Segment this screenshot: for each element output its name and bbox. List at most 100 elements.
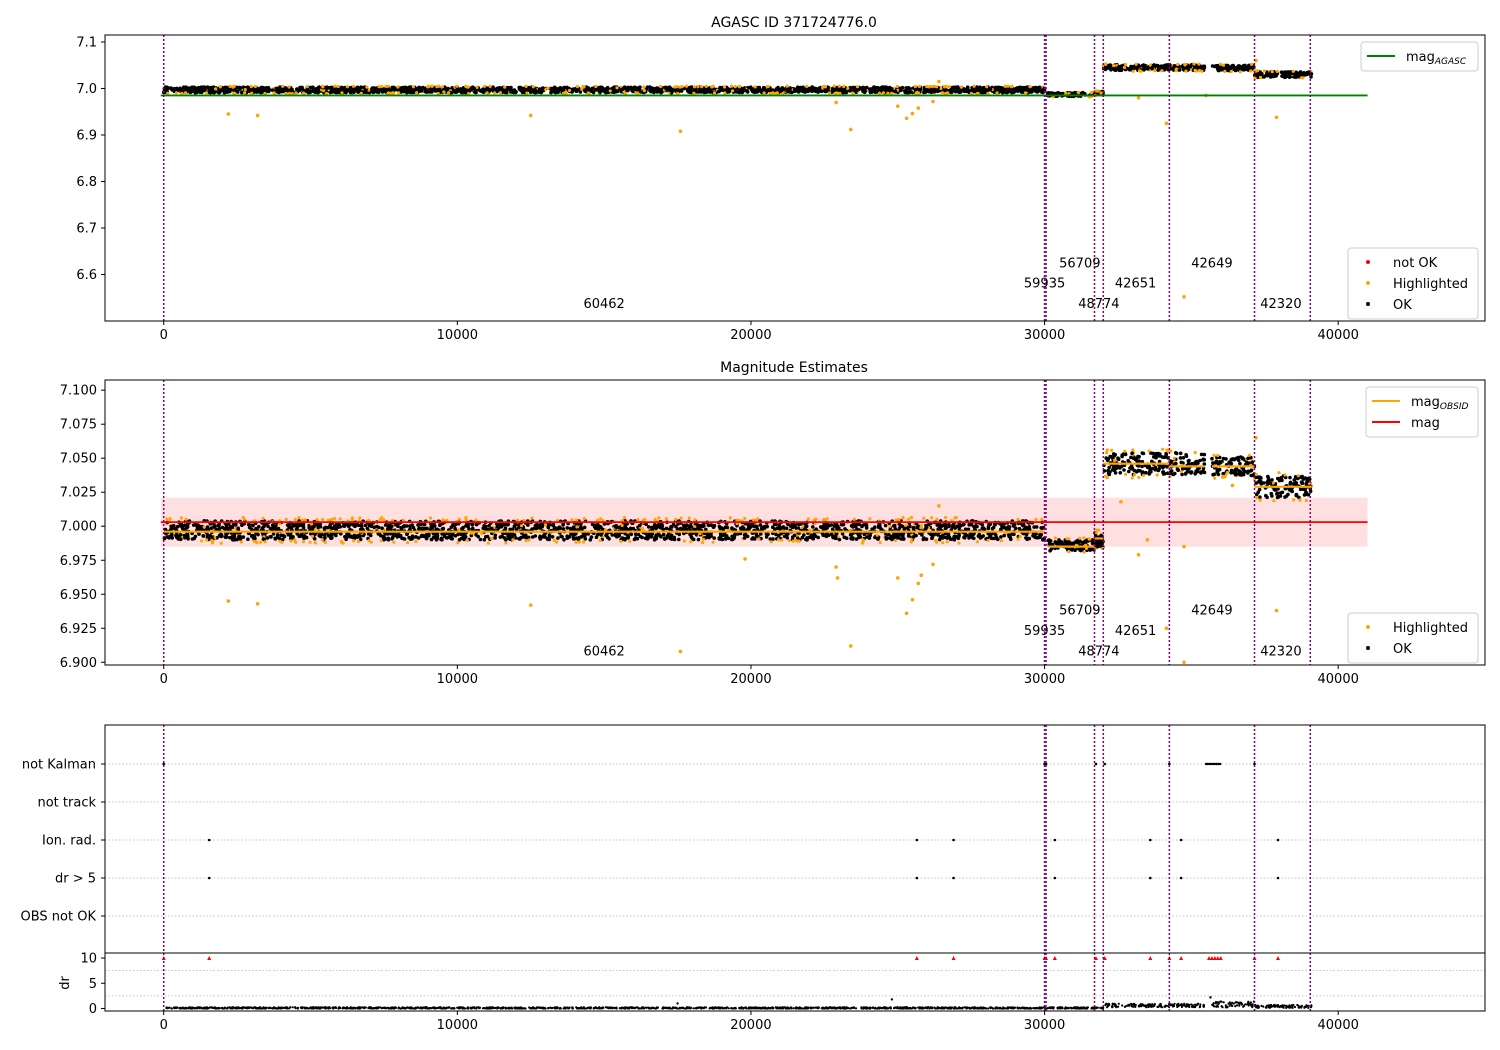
p2-ok-point bbox=[514, 536, 518, 540]
p1-highlighted-point bbox=[940, 91, 945, 95]
p2-ok-point bbox=[232, 538, 237, 542]
p1-highlighted-point bbox=[351, 84, 355, 88]
p1-highlighted-point bbox=[1136, 95, 1141, 100]
p2-ok-point bbox=[533, 523, 538, 528]
p1-highlighted-point bbox=[1176, 62, 1180, 67]
p2-ok-point bbox=[946, 532, 951, 536]
p1-highlighted-point bbox=[430, 84, 434, 88]
p1-ok-point bbox=[363, 89, 367, 94]
p1-highlighted-point bbox=[931, 99, 935, 104]
p2-highlighted-point bbox=[486, 541, 490, 545]
p1-legend-dot-swatch bbox=[1366, 260, 1370, 264]
p1-highlighted-point bbox=[447, 91, 451, 95]
p1-ok-point bbox=[687, 88, 692, 92]
p2-ok-point bbox=[638, 523, 642, 528]
p2-highlighted-point bbox=[300, 518, 304, 522]
p1-highlighted-point bbox=[488, 84, 492, 88]
p2-highlighted-point bbox=[897, 518, 901, 522]
p2-highlighted-point bbox=[301, 540, 306, 544]
p1-highlighted-point bbox=[386, 91, 390, 95]
p2-highlighted-point bbox=[643, 517, 647, 521]
p2-ok-point bbox=[559, 534, 563, 539]
p2-ok-point bbox=[592, 524, 597, 529]
p2-ok-point bbox=[1007, 525, 1012, 529]
p1-highlighted-point bbox=[945, 91, 950, 95]
p2-ok-point bbox=[538, 534, 542, 539]
p2-highlighted-point bbox=[814, 517, 818, 521]
p2-highlighted-point bbox=[641, 526, 645, 531]
p1-highlighted-point bbox=[250, 91, 254, 95]
p2-ok-point bbox=[512, 524, 517, 528]
p2-ok-point bbox=[178, 537, 183, 542]
p1-ok-point bbox=[1109, 68, 1113, 72]
p1-ok-point bbox=[310, 85, 315, 90]
p2-ok-point bbox=[762, 526, 767, 530]
p1-ok-point bbox=[667, 88, 672, 92]
p2-highlighted-point bbox=[574, 540, 578, 544]
p2-ok-point bbox=[605, 535, 610, 539]
p2-ok-point bbox=[1024, 532, 1029, 537]
p2-ok-point bbox=[771, 525, 775, 529]
p1-ok-point bbox=[266, 89, 271, 94]
p1-ok-point bbox=[1127, 67, 1131, 71]
p1-ok-point bbox=[979, 87, 983, 92]
p1-ok-point bbox=[844, 89, 849, 94]
p1-highlighted-point bbox=[1291, 69, 1295, 73]
p2-highlighted-point bbox=[406, 541, 410, 545]
p1-ok-point bbox=[495, 86, 500, 91]
p1-ok-point bbox=[785, 88, 789, 92]
p1-highlighted-point bbox=[503, 85, 507, 89]
p1-ok-point bbox=[745, 89, 749, 93]
p1-highlighted-point bbox=[232, 84, 236, 88]
p2-ok-point bbox=[738, 526, 743, 531]
p2-ok-point bbox=[750, 537, 754, 541]
p2-ok-point bbox=[539, 522, 543, 527]
p2-ok-point bbox=[792, 533, 797, 538]
p2-ok-point bbox=[434, 535, 438, 540]
p2-highlighted-point bbox=[953, 516, 957, 520]
p2-ok-point bbox=[493, 536, 497, 540]
p2-ok-point bbox=[674, 524, 678, 529]
p1-highlighted-point bbox=[1258, 75, 1263, 79]
p1-ok-point bbox=[598, 90, 602, 94]
p2-ok-point bbox=[656, 525, 661, 529]
p2-ok-point bbox=[1039, 526, 1043, 530]
p1-highlighted-point bbox=[389, 91, 393, 95]
p2-ok-point bbox=[654, 534, 659, 538]
p2-ok-point bbox=[279, 533, 283, 537]
p1-ok-point bbox=[1216, 65, 1220, 69]
p1-highlighted-point bbox=[1274, 115, 1279, 120]
p2-ok-point bbox=[377, 532, 382, 537]
p2-ok-point bbox=[568, 526, 573, 531]
p2-ok-point bbox=[511, 532, 515, 537]
p2-highlighted-point bbox=[340, 540, 344, 544]
p1-highlighted-point bbox=[180, 91, 184, 95]
p1-ok-point bbox=[1031, 86, 1036, 90]
p1-ok-point bbox=[552, 90, 557, 94]
p2-ok-point bbox=[1024, 536, 1028, 540]
p1-ok-point bbox=[329, 87, 334, 92]
p2-ok-point bbox=[731, 535, 736, 540]
p1-highlighted-point bbox=[1076, 90, 1080, 94]
p2-highlighted-point bbox=[297, 516, 301, 520]
p2-ok-point bbox=[316, 525, 321, 530]
p1-highlighted-point bbox=[937, 79, 941, 84]
p2-ok-point bbox=[572, 525, 576, 529]
p2-highlighted-point bbox=[674, 517, 678, 522]
p2-ok-point bbox=[902, 526, 907, 531]
p1-highlighted-point bbox=[493, 91, 497, 95]
p1-ok-point bbox=[852, 86, 856, 91]
p2-ok-point bbox=[552, 526, 557, 531]
p2-ok-point bbox=[901, 537, 906, 541]
p2-highlighted-point bbox=[909, 540, 914, 544]
p1-ok-point bbox=[873, 86, 877, 91]
p2-ok-point bbox=[849, 524, 854, 528]
p2-ok-point bbox=[417, 526, 422, 530]
p2-ok-point bbox=[571, 532, 576, 537]
p2-highlighted-point bbox=[657, 516, 661, 520]
p2-ok-point bbox=[441, 526, 446, 531]
p2-ok-point bbox=[551, 523, 555, 528]
p1-highlighted-point bbox=[916, 106, 921, 110]
p2-ok-point bbox=[876, 537, 880, 541]
p2-highlighted-point bbox=[878, 540, 882, 545]
